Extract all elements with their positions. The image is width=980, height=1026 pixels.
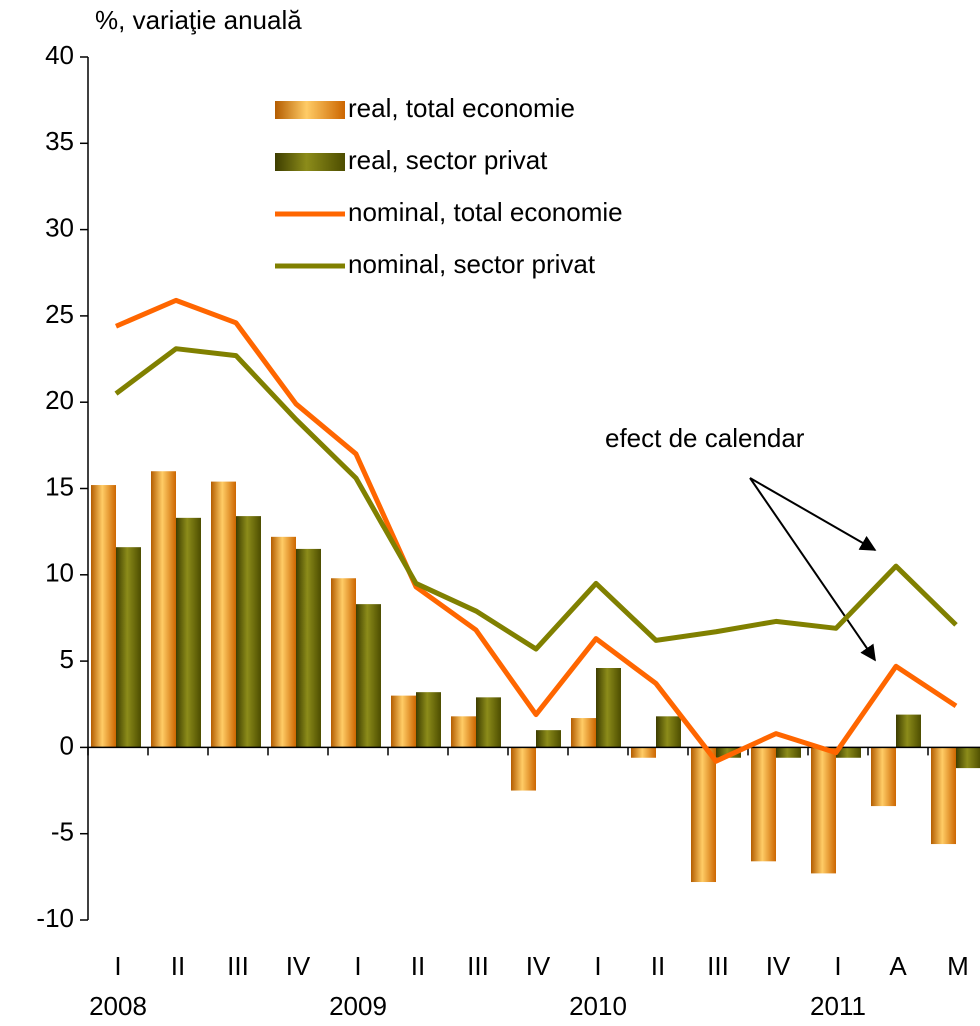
x-tick-label: II — [651, 951, 665, 981]
bar — [896, 714, 921, 748]
bar — [476, 697, 501, 748]
year-label: 2008 — [89, 991, 147, 1021]
bar — [296, 548, 321, 748]
annotation: efect de calendar — [605, 423, 805, 453]
annotation-arrow — [749, 477, 877, 551]
legend-label: nominal, total economie — [348, 197, 623, 227]
bar — [956, 747, 980, 769]
y-tick-label: 15 — [45, 471, 74, 501]
y-tick-label: -10 — [36, 903, 74, 933]
y-tick-label: 10 — [45, 558, 74, 588]
x-tick-label: II — [171, 951, 185, 981]
y-tick-label: 35 — [45, 126, 74, 156]
legend-label: nominal, sector privat — [348, 249, 596, 279]
x-tick-label: I — [354, 951, 361, 981]
y-tick-label: 20 — [45, 385, 74, 415]
bar — [91, 485, 116, 748]
year-label: 2010 — [569, 991, 627, 1021]
bar — [356, 604, 381, 748]
bar — [656, 716, 681, 748]
x-tick-label: IV — [286, 951, 311, 981]
x-tick-label: III — [707, 951, 729, 981]
line — [114, 346, 958, 652]
x-tick-label: IV — [526, 951, 551, 981]
legend-label: real, total economie — [348, 93, 575, 123]
bar — [176, 517, 201, 748]
y-tick-label: 5 — [60, 644, 74, 674]
y-tick-label: 25 — [45, 299, 74, 329]
y-tick-label: -5 — [51, 817, 74, 847]
bar — [716, 747, 741, 758]
bar — [331, 578, 356, 748]
y-axis-label: %, variaţie anuală — [95, 5, 302, 35]
x-tick-label: M — [947, 951, 969, 981]
year-label: 2009 — [329, 991, 387, 1021]
y-tick-label: 40 — [45, 40, 74, 70]
bar — [511, 747, 536, 791]
bar — [751, 747, 776, 862]
x-tick-label: I — [114, 951, 121, 981]
x-tick-label: II — [411, 951, 425, 981]
bar — [391, 695, 416, 748]
legend-swatch — [275, 101, 345, 119]
bar — [416, 692, 441, 748]
bar — [871, 747, 896, 807]
bar — [691, 747, 716, 883]
x-tick-label: I — [834, 951, 841, 981]
annotation-arrow — [749, 477, 876, 662]
x-tick-label: IV — [766, 951, 791, 981]
line — [115, 297, 958, 764]
bar — [116, 547, 141, 748]
bar — [236, 516, 261, 748]
x-tick-label: III — [467, 951, 489, 981]
y-tick-label: 0 — [60, 730, 74, 760]
bar — [151, 471, 176, 748]
x-tick-label: A — [889, 951, 907, 981]
bar — [811, 747, 836, 874]
bar — [596, 668, 621, 748]
bar — [631, 747, 656, 758]
year-label: 2011 — [810, 991, 866, 1021]
bar — [571, 718, 596, 748]
bar — [776, 747, 801, 758]
legend-label: real, sector privat — [348, 145, 548, 175]
bar — [451, 716, 476, 748]
bar — [536, 730, 561, 748]
bar — [931, 747, 956, 845]
legend-swatch — [275, 153, 345, 171]
x-tick-label: I — [594, 951, 601, 981]
bar — [836, 747, 861, 758]
x-tick-label: III — [227, 951, 249, 981]
bar — [271, 536, 296, 748]
bar — [211, 481, 236, 748]
y-tick-label: 30 — [45, 212, 74, 242]
